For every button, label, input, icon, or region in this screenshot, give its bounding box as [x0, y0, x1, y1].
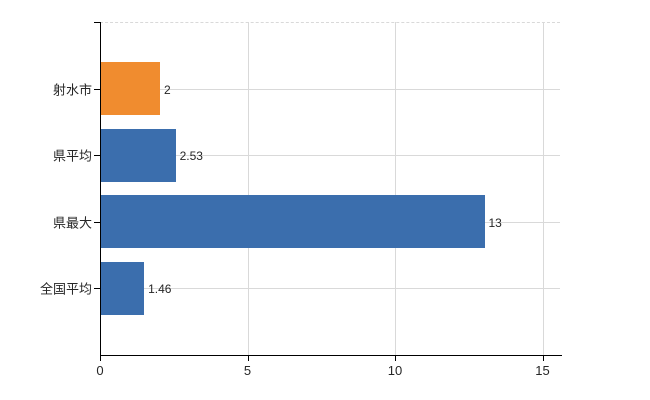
y-axis-boundary-tick: [94, 22, 100, 23]
x-tick-label: 0: [96, 363, 104, 378]
x-gridline: [542, 22, 544, 355]
category-label: 全国平均: [39, 281, 92, 297]
value-label: 1.46: [148, 282, 172, 297]
category-label: 県平均: [52, 148, 92, 164]
x-axis-tick: [100, 355, 101, 361]
bar: [101, 261, 145, 315]
category-label: 県最大: [52, 215, 92, 231]
y-axis-line: [100, 22, 101, 355]
y-axis-tick: [94, 88, 100, 90]
x-tick-label: 15: [535, 363, 550, 378]
bar: [101, 195, 485, 249]
y-gridline: [100, 288, 560, 290]
x-gridline: [395, 22, 396, 355]
x-axis-tick: [542, 355, 544, 361]
category-label: 射水市: [52, 82, 92, 98]
x-gridline: [247, 22, 249, 355]
y-axis-tick: [94, 288, 100, 290]
y-axis-tick: [94, 221, 100, 223]
bar: [101, 128, 176, 182]
x-axis-tick: [395, 355, 396, 361]
x-tick-label: 10: [387, 363, 403, 378]
value-label: 2: [164, 82, 171, 97]
x-tick-label: 5: [243, 363, 252, 378]
y-axis-tick: [94, 155, 100, 157]
value-label: 13: [488, 215, 502, 230]
value-label: 2.53: [179, 149, 203, 164]
y-gridline: [100, 155, 560, 157]
x-axis-line: [100, 355, 562, 356]
bar: [101, 62, 160, 116]
plot-top-border: [100, 22, 560, 23]
x-axis-tick: [247, 355, 249, 361]
y-gridline: [100, 88, 560, 90]
